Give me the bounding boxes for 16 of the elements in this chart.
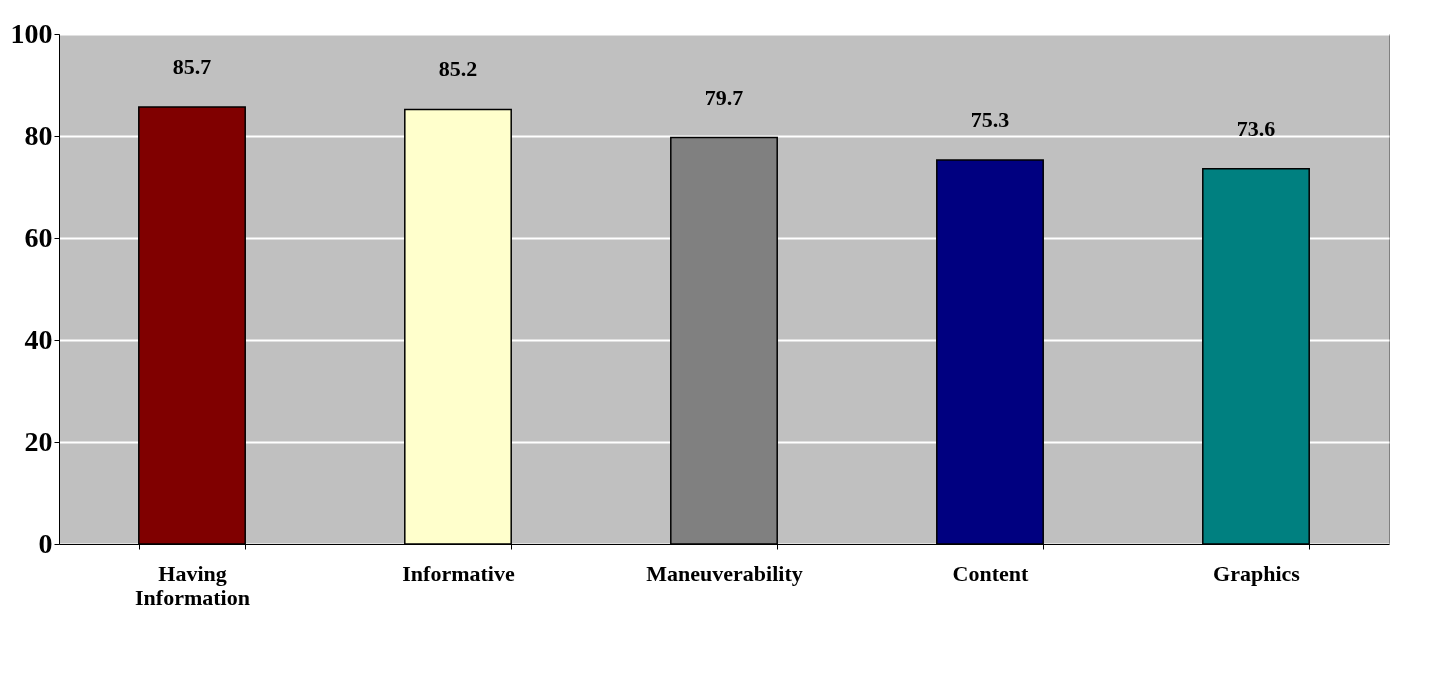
y-tick-label: 60 (24, 221, 53, 253)
data-label: 85.7 (172, 53, 212, 79)
y-tick-label: 40 (24, 323, 53, 355)
x-tick-label: Having Information (135, 560, 250, 610)
y-tick-label: 0 (38, 527, 53, 559)
x-tick-label: Content (952, 560, 1030, 586)
data-label: 75.3 (970, 106, 1010, 132)
x-tick-label: Informative (402, 560, 515, 586)
data-label: 79.7 (704, 84, 744, 110)
y-tick-label: 80 (24, 119, 53, 151)
x-tick-label: Graphics (1213, 560, 1301, 586)
data-label: 85.2 (438, 56, 478, 82)
y-tick-label: 20 (24, 425, 53, 457)
data-label: 73.6 (1236, 115, 1276, 141)
y-tick-label: 100 (10, 17, 53, 49)
x-tick-label: Maneuverability (646, 560, 803, 586)
